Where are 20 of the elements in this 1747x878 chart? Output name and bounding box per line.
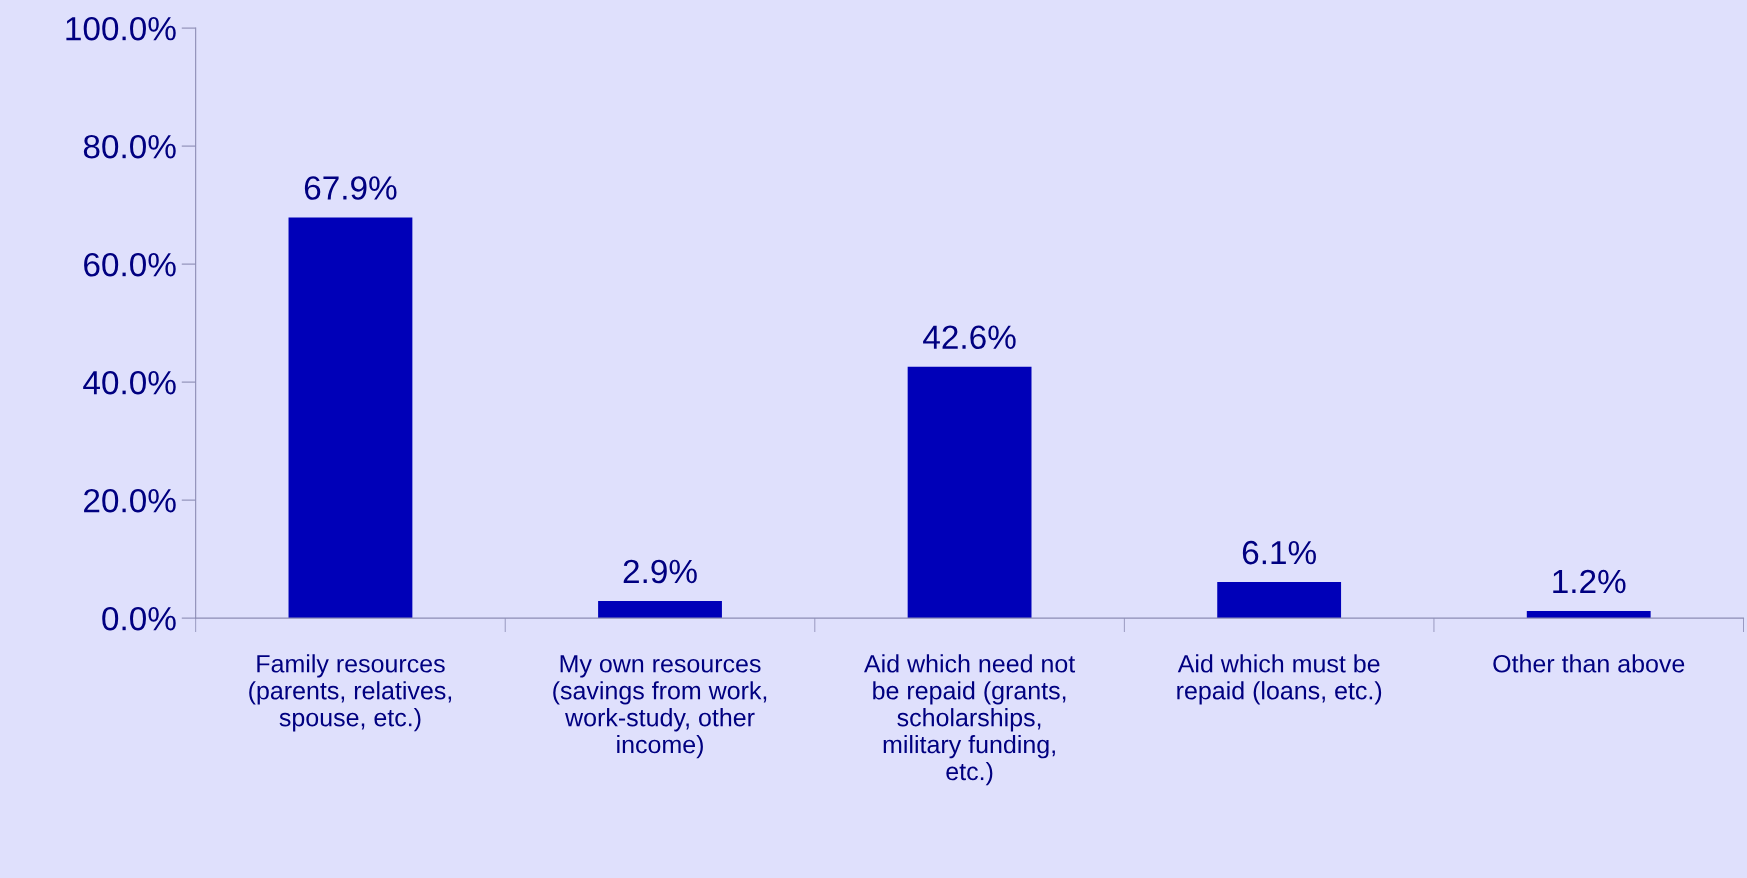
data-label: 2.9% bbox=[623, 559, 697, 584]
x-tick-label: Family resources (parents, relatives, spouse, etc.) bbox=[249, 654, 452, 732]
bar bbox=[1217, 582, 1342, 619]
bar bbox=[598, 601, 722, 619]
x-tick-label: My own resources (savings from work, work-study, other income) bbox=[553, 655, 767, 759]
bar bbox=[907, 366, 1032, 619]
x-tick-label: Other than above bbox=[1493, 654, 1685, 673]
data-label: 6.1% bbox=[1242, 540, 1316, 565]
y-tick-label: 20.0% bbox=[84, 488, 176, 513]
y-tick-label: 0.0% bbox=[102, 606, 176, 631]
x-tick-label: Aid which need not be repaid (grants, scholarships, military funding, etc.) bbox=[864, 654, 1076, 786]
y-tick-label: 80.0% bbox=[83, 134, 176, 159]
x-tick-label: Aid which must be repaid (loans, etc.) bbox=[1177, 654, 1382, 705]
y-tick-label: 60.0% bbox=[84, 252, 176, 277]
data-label: 42.6% bbox=[923, 325, 1016, 350]
data-label: 67.9% bbox=[304, 176, 397, 200]
y-tick-label: 100.0% bbox=[66, 16, 176, 41]
bar bbox=[288, 217, 413, 619]
data-label: 1.2% bbox=[1553, 569, 1626, 594]
y-tick-label: 40.0% bbox=[83, 370, 176, 395]
